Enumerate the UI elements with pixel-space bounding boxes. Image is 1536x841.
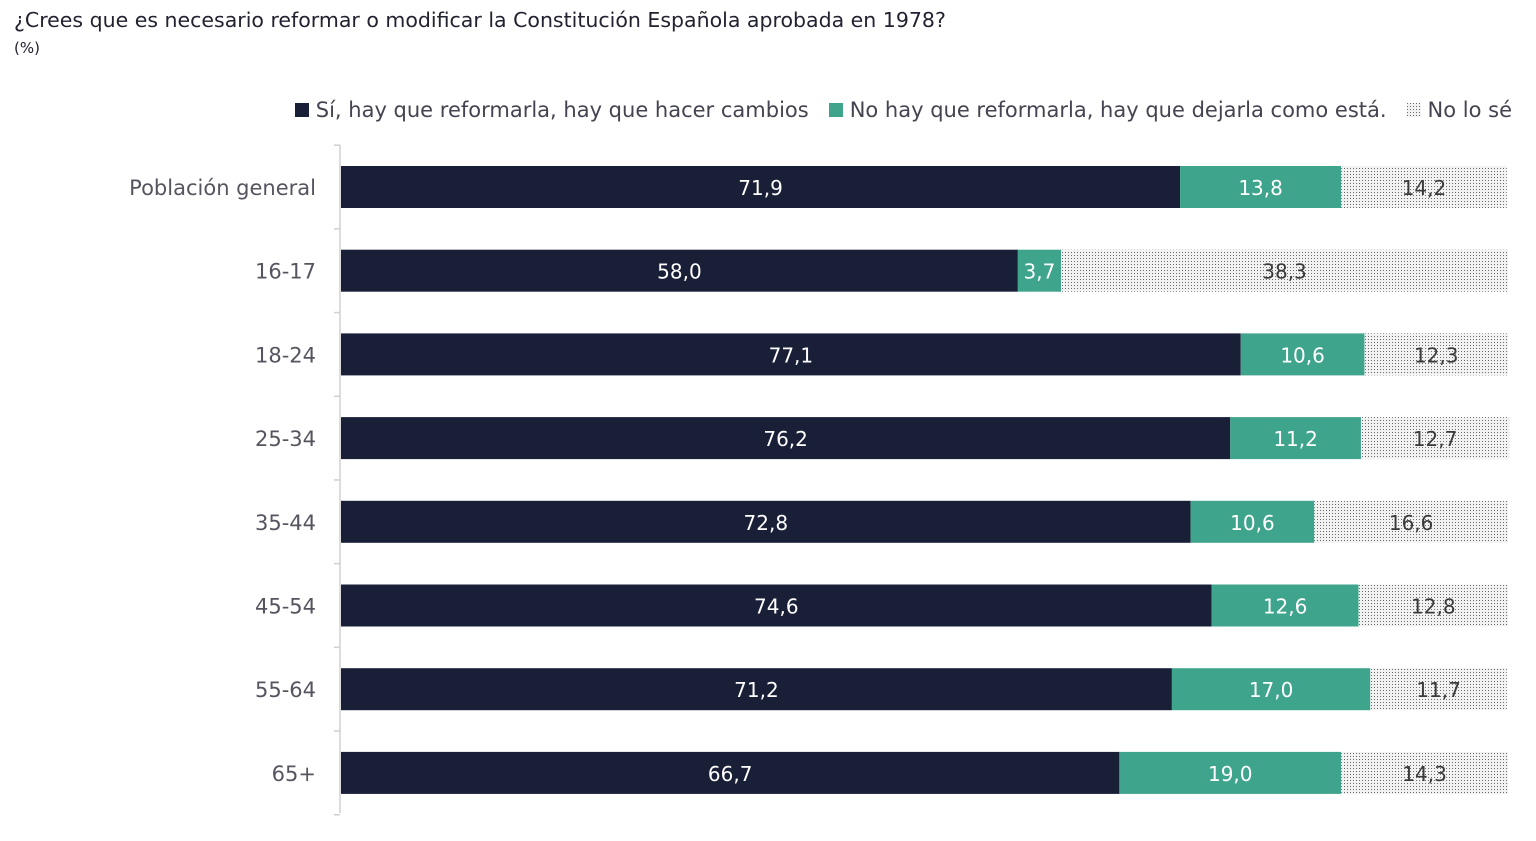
data-label-si: 77,1 [769, 343, 814, 367]
data-label-si: 71,9 [738, 176, 783, 200]
chart-subtitle: (%) [14, 39, 40, 57]
legend-item-no: No hay que reformarla, hay que dejarla c… [828, 98, 1387, 122]
data-label-no: 10,6 [1230, 511, 1275, 535]
data-label-nose: 16,6 [1389, 511, 1434, 535]
data-label-nose: 14,3 [1402, 762, 1447, 786]
data-label-nose: 12,3 [1414, 343, 1459, 367]
legend: Sí, hay que reformarla, hay que hacer ca… [294, 98, 1512, 122]
data-label-no: 12,6 [1263, 595, 1308, 619]
data-label-si: 71,2 [734, 678, 779, 702]
bar-segment-si [341, 166, 1181, 208]
bar-segment-nose [1370, 668, 1507, 711]
data-label-no: 13,8 [1238, 176, 1283, 200]
bar-segment-no [1240, 333, 1365, 376]
bar-segment-nose [1341, 751, 1508, 794]
bar-segment-si [341, 500, 1191, 543]
legend-label-si: Sí, hay que reformarla, hay que hacer ca… [315, 98, 809, 122]
category-label: 55-64 [255, 678, 316, 702]
bar-segment-nose [1061, 249, 1508, 292]
data-label-nose: 14,2 [1402, 176, 1447, 200]
bar-segment-si [341, 417, 1231, 460]
data-label-no: 19,0 [1208, 762, 1253, 786]
legend-label-no: No hay que reformarla, hay que dejarla c… [849, 98, 1387, 122]
bar-segment-no [1211, 584, 1359, 627]
bar-segment-no [1017, 249, 1062, 292]
category-label: 45-54 [255, 595, 316, 619]
data-label-si: 76,2 [763, 427, 808, 451]
data-label-no: 11,2 [1273, 427, 1318, 451]
data-label-si: 66,7 [708, 762, 753, 786]
data-label-no: 10,6 [1280, 343, 1325, 367]
bar-segment-no [1180, 166, 1342, 208]
category-label: 16-17 [255, 260, 316, 284]
bar-segment-nose [1314, 500, 1508, 543]
bar-segment-nose [1364, 333, 1508, 376]
category-label: 18-24 [255, 343, 316, 367]
legend-swatch-nose [1406, 103, 1421, 117]
legend-swatch-si [294, 103, 309, 117]
bar-segment-si [341, 584, 1212, 627]
category-label: 65+ [272, 762, 316, 786]
bar-segment-no [1119, 751, 1342, 794]
bar-segment-si [341, 333, 1241, 376]
legend-label-nose: No lo sé [1427, 98, 1512, 122]
bar-segment-nose [1341, 166, 1507, 208]
legend-item-nose: No lo sé [1406, 98, 1512, 122]
bar-segment-nose [1360, 417, 1510, 460]
category-label: Población general [129, 176, 316, 200]
data-label-si: 72,8 [744, 511, 789, 535]
bar-segment-no [1190, 500, 1315, 543]
chart-title: ¿Crees que es necesario reformar o modif… [14, 8, 946, 32]
legend-item-si: Sí, hay que reformarla, hay que hacer ca… [294, 98, 809, 122]
bar-segment-si [341, 751, 1120, 794]
data-label-nose: 12,7 [1413, 427, 1458, 451]
data-label-si: 74,6 [754, 595, 799, 619]
data-label-si: 58,0 [657, 260, 702, 284]
bar-segment-nose [1358, 584, 1508, 627]
bar-segment-no [1171, 668, 1371, 711]
category-label: 25-34 [255, 427, 316, 451]
bar-segment-si [341, 668, 1172, 711]
category-label: 35-44 [255, 511, 316, 535]
data-label-no: 3,7 [1024, 260, 1056, 284]
bar-segment-no [1230, 417, 1361, 460]
data-label-nose: 38,3 [1262, 260, 1307, 284]
data-label-nose: 11,7 [1416, 678, 1461, 702]
data-label-no: 17,0 [1249, 678, 1294, 702]
legend-swatch-no [828, 103, 843, 117]
bar-segment-si [341, 249, 1018, 292]
data-label-nose: 12,8 [1411, 595, 1456, 619]
